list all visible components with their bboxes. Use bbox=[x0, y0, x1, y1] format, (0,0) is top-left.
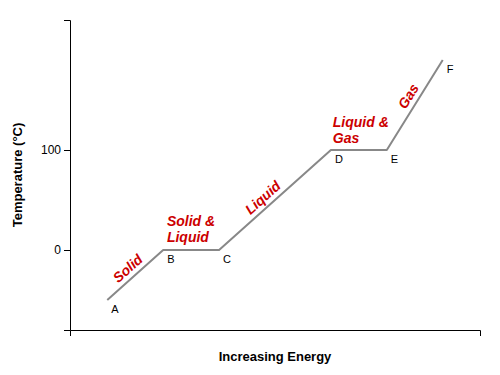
y-tick-mark bbox=[64, 250, 70, 251]
point-label: B bbox=[167, 253, 174, 265]
point-label: E bbox=[391, 153, 398, 165]
x-axis-title: Increasing Energy bbox=[219, 349, 332, 364]
phase-label-line: Solid bbox=[110, 251, 147, 286]
x-axis bbox=[71, 331, 481, 337]
y-tick: 100 bbox=[41, 143, 70, 157]
phase-label-line: Liquid & bbox=[333, 114, 389, 130]
y-axis-line bbox=[64, 21, 71, 331]
phase-label: Liquid &Gas bbox=[333, 114, 389, 146]
y-axis: 0 100 bbox=[41, 21, 71, 331]
plot-area bbox=[107, 60, 442, 300]
phase-label: Gas bbox=[394, 80, 422, 111]
phase-label: Liquid bbox=[242, 177, 284, 217]
y-tick-mark bbox=[64, 150, 70, 151]
y-tick-label: 100 bbox=[41, 143, 61, 157]
heating-curve bbox=[107, 60, 442, 300]
phase-label-line: Gas bbox=[333, 130, 360, 146]
phase-label: Solid &Liquid bbox=[167, 213, 215, 245]
point-label: F bbox=[447, 63, 454, 75]
phase-label: Solid bbox=[110, 251, 147, 286]
phase-label-line: Liquid bbox=[242, 177, 284, 217]
y-tick: 0 bbox=[54, 243, 70, 257]
chart: 0100ABCDEFSolidSolid &LiquidLiquidLiquid… bbox=[0, 0, 500, 375]
y-axis-title: Temperature (°C) bbox=[10, 123, 25, 228]
x-axis-line bbox=[71, 331, 481, 337]
point-label: A bbox=[111, 303, 119, 315]
phase-label-line: Liquid bbox=[167, 229, 209, 245]
y-tick-label: 0 bbox=[54, 243, 61, 257]
phase-label-line: Gas bbox=[394, 80, 422, 111]
annotations: ABCDEFSolidSolid &LiquidLiquidLiquid &Ga… bbox=[110, 63, 454, 315]
point-label: D bbox=[335, 153, 343, 165]
point-label: C bbox=[223, 253, 231, 265]
phase-label-line: Solid & bbox=[167, 213, 215, 229]
